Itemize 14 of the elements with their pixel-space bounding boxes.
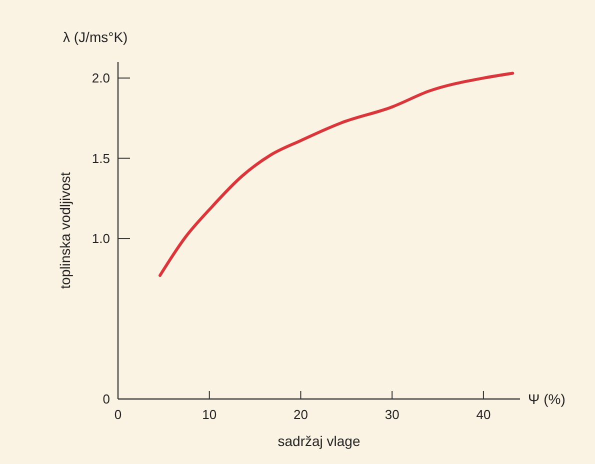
x-axis-title: sadržaj vlage (278, 433, 360, 449)
y-tick-label: 0 (102, 392, 110, 407)
y-tick-label: 2.0 (92, 70, 110, 86)
y-tick-label: 1.0 (92, 231, 110, 246)
text: λ (J/ms°K) (63, 29, 128, 45)
line-series (158, 72, 514, 277)
text: Ψ (%) (528, 390, 566, 407)
x-tick-label: 40 (476, 407, 491, 422)
y-tick-label: 1.5 (92, 150, 110, 166)
x-tick-label: 20 (293, 407, 308, 422)
x-tick-label: 10 (202, 407, 217, 422)
x-tick-label: 30 (384, 407, 400, 422)
x-tick-label: 0 (114, 407, 122, 422)
y-axis-title: toplinska vodljivost (57, 172, 73, 289)
